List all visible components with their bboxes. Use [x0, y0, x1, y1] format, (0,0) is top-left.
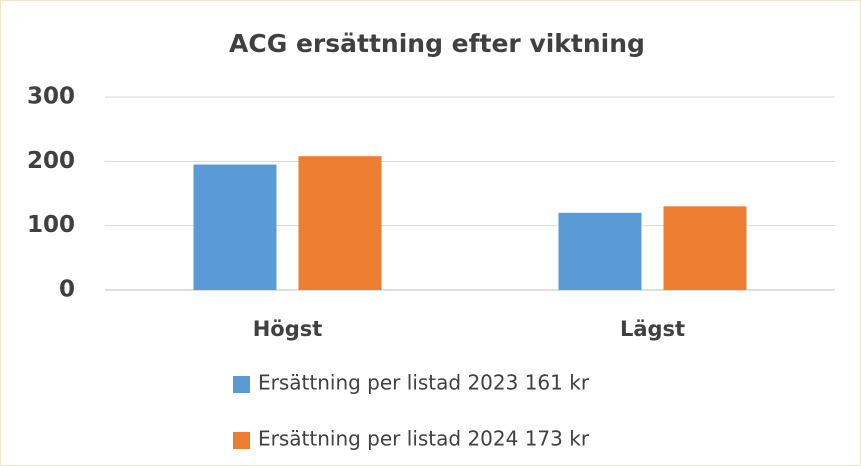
legend-label: Ersättning per listad 2024 173 kr: [258, 427, 590, 451]
bar: [193, 164, 277, 290]
bar: [298, 156, 382, 290]
legend-swatch: [233, 432, 250, 449]
legend-swatch: [233, 376, 250, 393]
y-tick-label: 0: [59, 277, 75, 303]
chart-title: ACG ersättning efter viktning: [229, 29, 645, 58]
y-tick-label: 100: [27, 212, 75, 238]
x-tick-label: Högst: [253, 317, 323, 341]
y-tick-label: 200: [27, 148, 75, 174]
y-tick-label: 300: [27, 84, 75, 110]
legend-label: Ersättning per listad 2023 161 kr: [258, 371, 590, 395]
bar: [663, 206, 747, 290]
x-tick-label: Lägst: [620, 317, 685, 341]
bar: [558, 212, 642, 290]
